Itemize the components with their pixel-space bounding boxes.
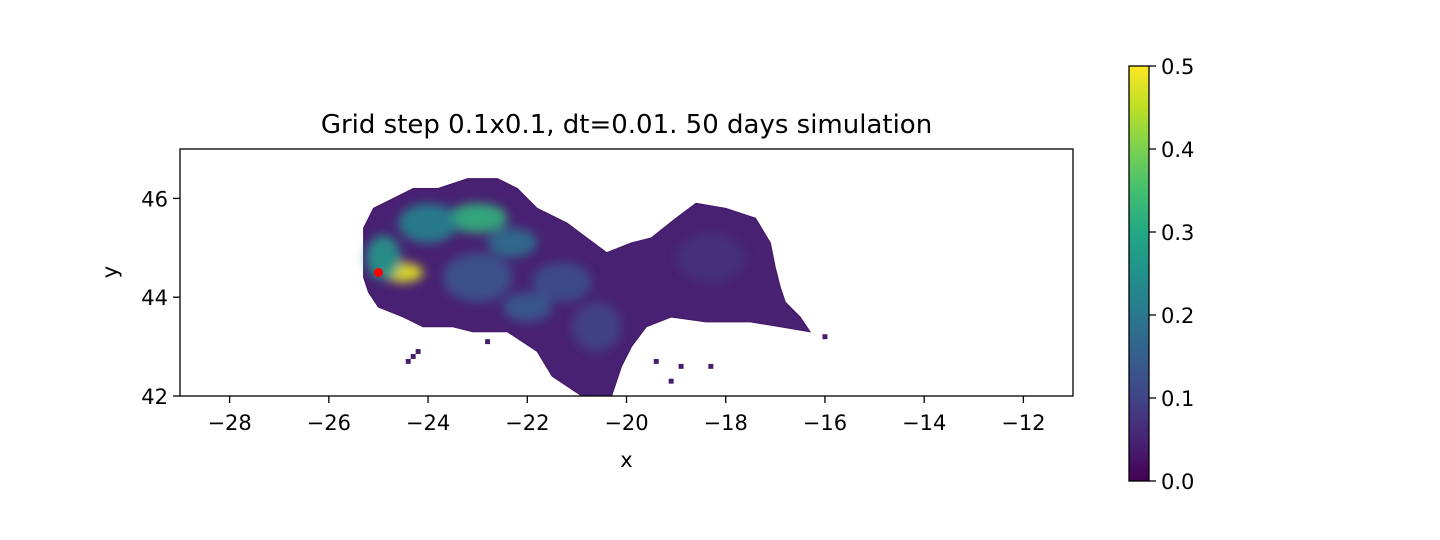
isolated-cell — [405, 358, 411, 364]
x-axis: −28 −26 −24 −22 −20 −18 −16 −14 −12 — [207, 396, 1046, 435]
colorbar-tick-label: 0.5 — [1161, 55, 1194, 79]
isolated-cell — [678, 363, 684, 369]
x-tick-label: −24 — [406, 411, 450, 435]
source-point-marker — [373, 268, 383, 277]
isolated-cell — [822, 334, 828, 340]
x-tick-label: −20 — [604, 411, 648, 435]
isolated-cell — [668, 378, 674, 384]
isolated-cell — [410, 354, 416, 359]
x-tick-label: −26 — [307, 411, 351, 435]
hotspot-cell — [676, 232, 746, 283]
colorbar-tick-label: 0.3 — [1161, 221, 1194, 245]
hotspot-cell — [442, 252, 513, 303]
x-tick-label: −28 — [207, 411, 251, 435]
colorbar-tick-label: 0.0 — [1161, 470, 1194, 494]
x-tick-label: −18 — [704, 411, 748, 435]
y-tick-label: 46 — [141, 187, 168, 211]
x-tick-label: −22 — [505, 411, 549, 435]
isolated-cell — [485, 339, 491, 345]
hotspot-cell — [487, 228, 538, 258]
colorbar — [1128, 65, 1150, 482]
hotspot-cell — [447, 203, 508, 233]
x-tick-label: −14 — [902, 411, 946, 435]
y-tick-label: 42 — [141, 385, 168, 409]
hotspot-group — [366, 203, 746, 352]
hotspot-cell — [571, 302, 622, 352]
y-axis-label: y — [98, 266, 122, 278]
y-axis: 42 44 46 — [141, 187, 180, 409]
isolated-cell — [415, 349, 421, 355]
x-tick-label: −12 — [1001, 411, 1045, 435]
hotspot-cell — [532, 262, 592, 303]
hotspot-cell — [398, 203, 458, 243]
hotspot-cell — [502, 292, 553, 322]
hotspot-cell — [366, 235, 401, 280]
x-axis-label: x — [620, 448, 632, 472]
chart-title: Grid step 0.1x0.1, dt=0.01. 50 days simu… — [321, 110, 932, 140]
isolated-cell — [653, 358, 659, 364]
heatmap-layer — [363, 178, 828, 396]
y-tick-label: 44 — [141, 286, 168, 310]
isolated-cell — [708, 363, 714, 369]
colorbar-tick-label: 0.2 — [1161, 304, 1194, 328]
colorbar-tick-label: 0.4 — [1161, 138, 1194, 162]
colorbar-tick-label: 0.1 — [1161, 387, 1194, 411]
x-tick-label: −16 — [803, 411, 847, 435]
colorbar-axis: 0.0 0.1 0.2 0.3 0.4 0.5 — [1149, 55, 1194, 494]
